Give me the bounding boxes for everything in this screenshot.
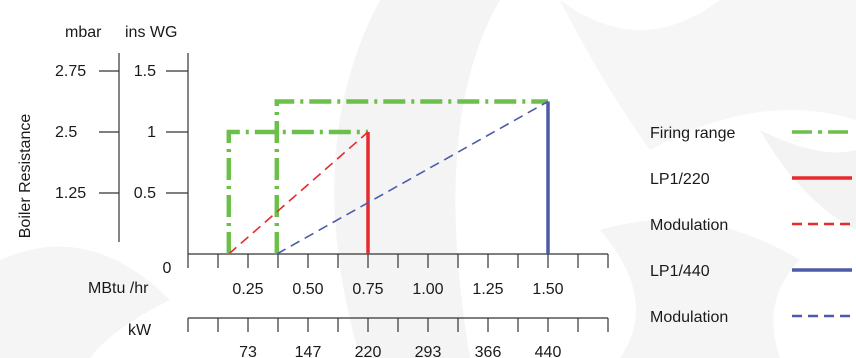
kw-tick-label: 440 xyxy=(535,344,562,358)
series-line xyxy=(226,129,368,254)
mbtu-tick-label: 1.50 xyxy=(532,281,563,298)
legend-label: Firing range xyxy=(650,125,735,142)
mbar-tick-label: 2.5 xyxy=(55,124,77,141)
mbtu-tick-label: 0.75 xyxy=(352,281,383,298)
series-line xyxy=(276,100,549,255)
kw-tick-label: 293 xyxy=(415,344,442,358)
mbtu-tick-label: 0.50 xyxy=(292,281,323,298)
legend: Firing range LP1/220 Modulation LP1/440 Modu… xyxy=(650,125,852,326)
y-axis-title: Boiler Resistance xyxy=(17,114,34,239)
series-4 xyxy=(276,100,549,255)
mbar-tick-label: 1.25 xyxy=(55,185,86,202)
legend-label: LP1/220 xyxy=(650,171,710,188)
kw-tick-label: 147 xyxy=(295,344,322,358)
inswg-tick-label: 0.5 xyxy=(134,185,156,202)
mbtu-tick-label: 1.00 xyxy=(412,281,443,298)
mbar-tick-label: 2.75 xyxy=(55,63,86,80)
legend-label: LP1/440 xyxy=(650,263,710,280)
inswg-tick-label: 1 xyxy=(147,124,156,141)
mbtu-tick-label: 1.25 xyxy=(472,281,503,298)
kw-axis-unit: kW xyxy=(128,322,152,339)
inswg-tick-label: 1.5 xyxy=(134,63,156,80)
series-line xyxy=(274,99,548,254)
legend-label: Modulation xyxy=(650,309,728,326)
kw-tick-label: 73 xyxy=(239,344,257,358)
mbtu-axis-unit: MBtu /hr xyxy=(88,280,149,297)
mbar-axis-unit: mbar xyxy=(65,24,102,41)
kw-tick-label: 220 xyxy=(355,344,382,358)
plot-area xyxy=(226,99,550,255)
origin-label: 0 xyxy=(163,260,172,277)
inswg-axis-unit: ins WG xyxy=(125,24,177,41)
series-0 xyxy=(226,99,548,254)
legend-label: Modulation xyxy=(650,217,728,234)
kw-tick-label: 366 xyxy=(475,344,502,358)
mbtu-tick-label: 0.25 xyxy=(232,281,263,298)
chart-axes: 2.75 2.5 1.25 1.5 1 0.5 0.25 0.50 0.75 1.00 1.25 1.… xyxy=(55,53,609,358)
